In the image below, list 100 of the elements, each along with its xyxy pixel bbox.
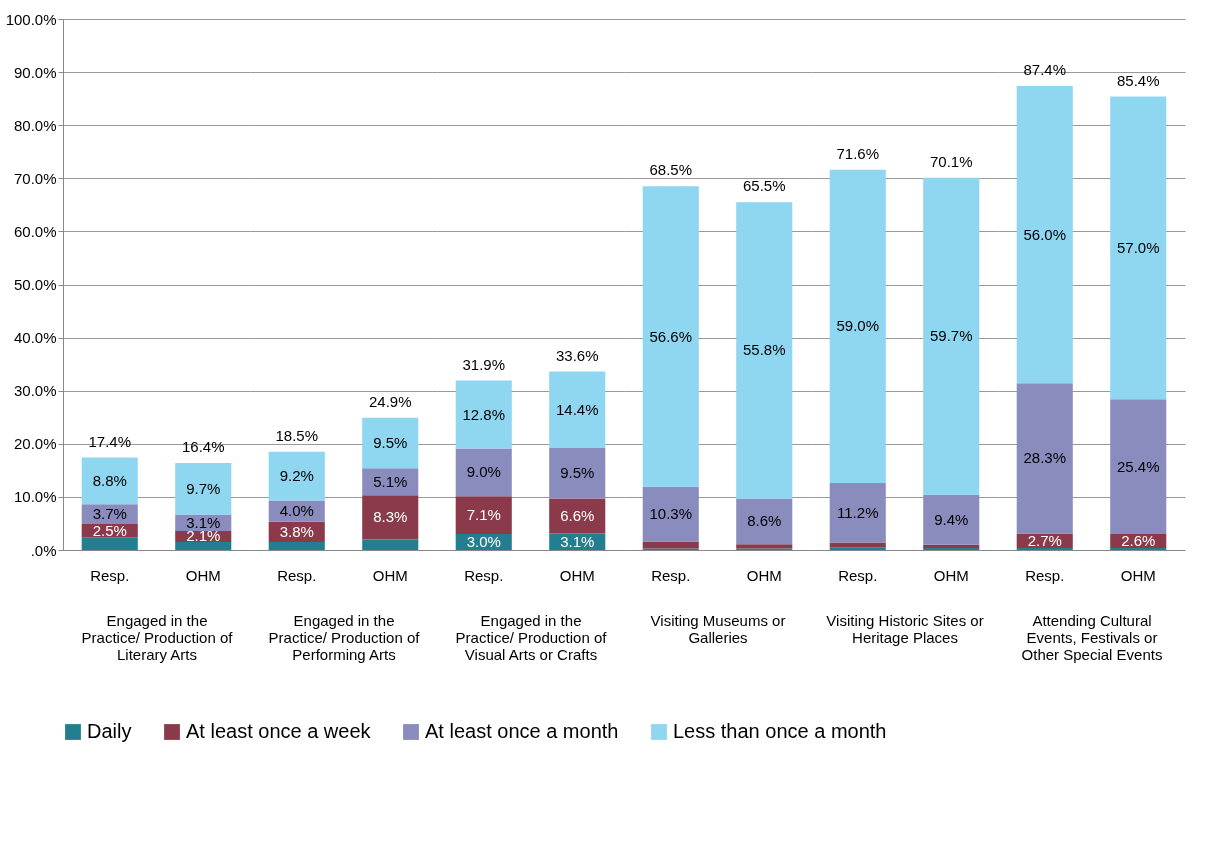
data-label: 9.4% <box>934 510 969 528</box>
data-label: 4.0% <box>279 502 314 520</box>
bar <box>1016 547 1073 550</box>
total-label: 71.6% <box>836 144 880 162</box>
data-label: 9.5% <box>373 434 408 451</box>
y-tick-label: 90.0% <box>13 63 57 81</box>
bar <box>549 448 606 499</box>
bar <box>455 380 512 449</box>
x-tick-label: OHM <box>185 566 221 584</box>
data-label: 9.2% <box>279 467 314 485</box>
data-label: 7.1% <box>466 506 501 524</box>
y-tick-label: 60.0% <box>13 222 57 240</box>
total-label: 85.4% <box>1116 71 1160 89</box>
x-tick-label: Resp. <box>1025 566 1065 584</box>
bar <box>923 177 980 495</box>
bar <box>642 186 699 487</box>
y-tick-label: 30.0% <box>13 382 57 400</box>
data-label: 10.3% <box>649 505 693 523</box>
data-label: 3.7% <box>92 505 127 523</box>
x-axis-title: Engaged in the Practice/ Production of Performing Arts <box>268 611 421 663</box>
bar <box>268 451 325 501</box>
x-tick-label: OHM <box>933 566 969 584</box>
total-label: 68.5% <box>649 161 693 179</box>
data-label: 56.6% <box>649 327 693 345</box>
x-tick-label: Resp. <box>277 566 317 584</box>
total-label: 31.9% <box>462 355 506 373</box>
bar <box>362 495 419 540</box>
bar <box>549 371 606 449</box>
data-label: 9.7% <box>186 479 221 497</box>
total-label: 33.6% <box>555 346 599 364</box>
total-label: 18.5% <box>275 426 319 444</box>
bar <box>455 496 512 535</box>
bar <box>81 457 138 505</box>
total-label: 70.1% <box>929 152 973 170</box>
data-label: 57.0% <box>1116 238 1160 256</box>
data-label: 3.0% <box>466 533 501 551</box>
legend-label: At least once a month <box>425 720 619 742</box>
data-label: 55.8% <box>742 341 786 359</box>
data-label: 25.4% <box>1116 457 1160 475</box>
data-label: 9.0% <box>466 463 501 481</box>
x-tick-label: OHM <box>1120 566 1156 584</box>
data-label: 28.3% <box>1023 449 1067 467</box>
total-label: 65.5% <box>742 177 786 195</box>
total-label: 17.4% <box>88 432 132 450</box>
x-tick-label: OHM <box>559 566 595 584</box>
x-axis-title: Engaged in the Practice/ Production of Visual Arts or Crafts <box>455 611 608 663</box>
x-tick-label: Resp. <box>838 566 878 584</box>
y-tick-label: 40.0% <box>13 329 57 347</box>
data-label: 3.8% <box>279 522 314 540</box>
bar <box>1016 383 1073 534</box>
bar <box>1110 399 1167 535</box>
x-tick-label: OHM <box>372 566 408 584</box>
bar <box>81 537 138 550</box>
total-label: 87.4% <box>1023 60 1067 78</box>
bar <box>736 202 793 499</box>
bar <box>175 462 232 515</box>
data-label: 9.5% <box>560 464 595 482</box>
x-tick-label: OHM <box>746 566 782 584</box>
legend-label: At least once a week <box>186 720 372 742</box>
bar <box>829 547 886 550</box>
x-axis-title: Engaged in the Practice/ Production of Literary Arts <box>81 611 234 663</box>
data-label: 59.7% <box>929 327 973 345</box>
bar <box>923 494 980 545</box>
legend-label: Less than once a month <box>673 720 887 742</box>
bar <box>736 544 793 549</box>
bar <box>1110 547 1167 550</box>
y-tick-label: 20.0% <box>13 435 57 453</box>
x-tick-label: Resp. <box>651 566 691 584</box>
y-tick-label: 70.0% <box>13 169 57 187</box>
bar <box>829 169 886 484</box>
y-tick-label: 50.0% <box>13 276 57 293</box>
bar <box>736 498 793 545</box>
x-tick-label: Resp. <box>464 566 504 584</box>
data-label: 2.5% <box>92 521 127 539</box>
bar <box>175 542 232 550</box>
data-label: 8.8% <box>92 471 127 489</box>
total-label: 16.4% <box>181 437 225 455</box>
data-label: 3.1% <box>560 532 595 550</box>
y-tick-label: 100.0% <box>5 10 57 28</box>
data-label: 56.0% <box>1023 225 1067 243</box>
bar <box>362 539 419 550</box>
bar <box>549 498 606 534</box>
bar <box>455 448 512 497</box>
total-label: 24.9% <box>368 392 412 410</box>
y-tick-label: 10.0% <box>13 488 57 506</box>
x-axis-title: Attending Cultural Events, Festivals or Other Special Events <box>1021 611 1163 663</box>
bar <box>1110 96 1167 400</box>
legend-label: Daily <box>87 720 132 742</box>
data-label: 59.0% <box>836 317 880 335</box>
bar <box>362 417 419 469</box>
bar <box>642 486 699 542</box>
bar <box>268 542 325 550</box>
x-axis-title: Visiting Historic Sites or Heritage Places <box>826 611 984 646</box>
data-label: 14.4% <box>555 400 599 418</box>
y-tick-label: .0% <box>30 541 57 559</box>
data-label: 11.2% <box>837 503 879 521</box>
data-label: 5.1% <box>373 472 408 490</box>
bar <box>1016 85 1073 384</box>
data-label: 2.7% <box>1027 531 1062 549</box>
bar <box>829 483 886 543</box>
